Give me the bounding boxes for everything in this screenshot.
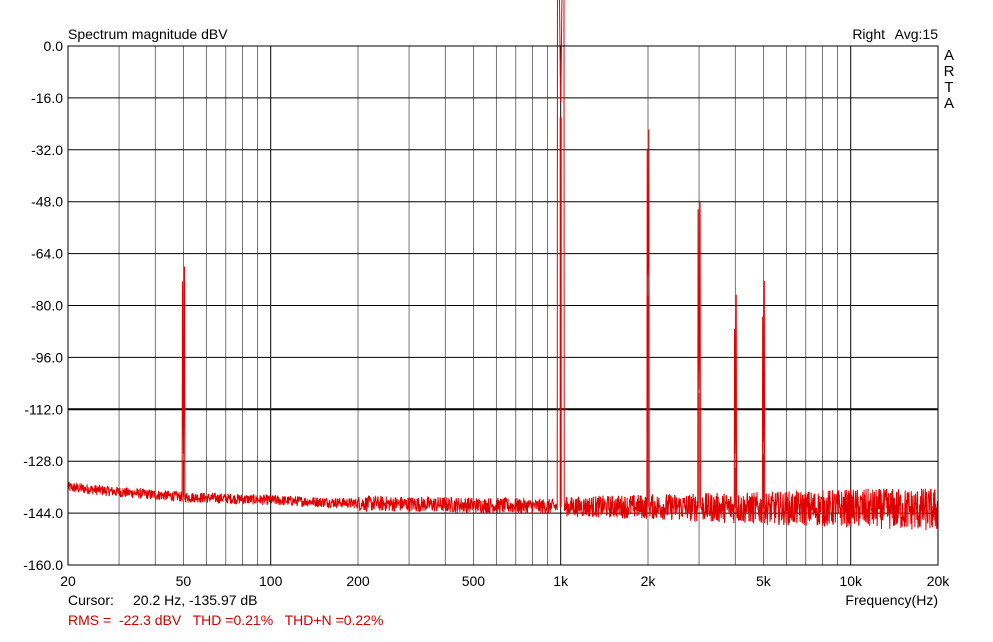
x-tick-label: 200	[346, 573, 370, 589]
y-tick-label: -96.0	[31, 349, 63, 365]
stats-readout: RMS = -22.3 dBV THD =0.21% THD+N =0.22%	[68, 612, 383, 628]
y-tick-label: -32.0	[31, 142, 63, 158]
y-tick-label: -48.0	[31, 194, 63, 210]
y-tick-label: -16.0	[31, 90, 63, 106]
y-tick-label: -128.0	[23, 453, 63, 469]
x-tick-label: 20k	[927, 573, 951, 589]
cursor-value: 20.2 Hz, -135.97 dB	[133, 592, 258, 608]
chart-title: Spectrum magnitude dBV	[68, 26, 228, 42]
x-tick-label: 100	[259, 573, 283, 589]
plot-frame	[67, 45, 939, 566]
y-axis-ticks: 0.0 -16.0 -32.0 -48.0 -64.0 -80.0 -96.0 -112.0 -…	[23, 38, 63, 573]
y-tick-label: -144.0	[23, 505, 63, 521]
watermark-letter: A	[944, 95, 954, 112]
x-axis-label: Frequency(Hz)	[845, 592, 938, 608]
x-tick-label: 10k	[839, 573, 863, 589]
y-tick-label: -64.0	[31, 246, 63, 262]
y-tick-label: -112.0	[24, 401, 63, 417]
x-tick-label: 20	[60, 573, 76, 589]
grid-lines	[68, 45, 938, 566]
y-tick-label: -80.0	[31, 298, 63, 314]
watermark-letter: A	[944, 47, 954, 64]
x-tick-label: 50	[176, 573, 192, 589]
cursor-label: Cursor:	[68, 592, 114, 608]
watermark-letter: T	[944, 79, 953, 96]
x-tick-label: 1k	[553, 573, 569, 589]
y-tick-label: 0.0	[44, 38, 64, 54]
spectrum-trace	[67, 0, 939, 530]
channel-label: Right	[852, 26, 885, 42]
y-tick-label: -160.0	[23, 557, 63, 573]
x-tick-label: 5k	[756, 573, 772, 589]
spectrum-series	[67, 0, 939, 530]
x-tick-label: 500	[462, 573, 486, 589]
x-axis-ticks: 20 50 100 200 500 1k 2k 5k 10k 20k	[60, 573, 950, 589]
watermark-letter: R	[944, 63, 955, 80]
x-tick-label: 2k	[641, 573, 657, 589]
averaging-label: Avg:15	[895, 26, 939, 42]
